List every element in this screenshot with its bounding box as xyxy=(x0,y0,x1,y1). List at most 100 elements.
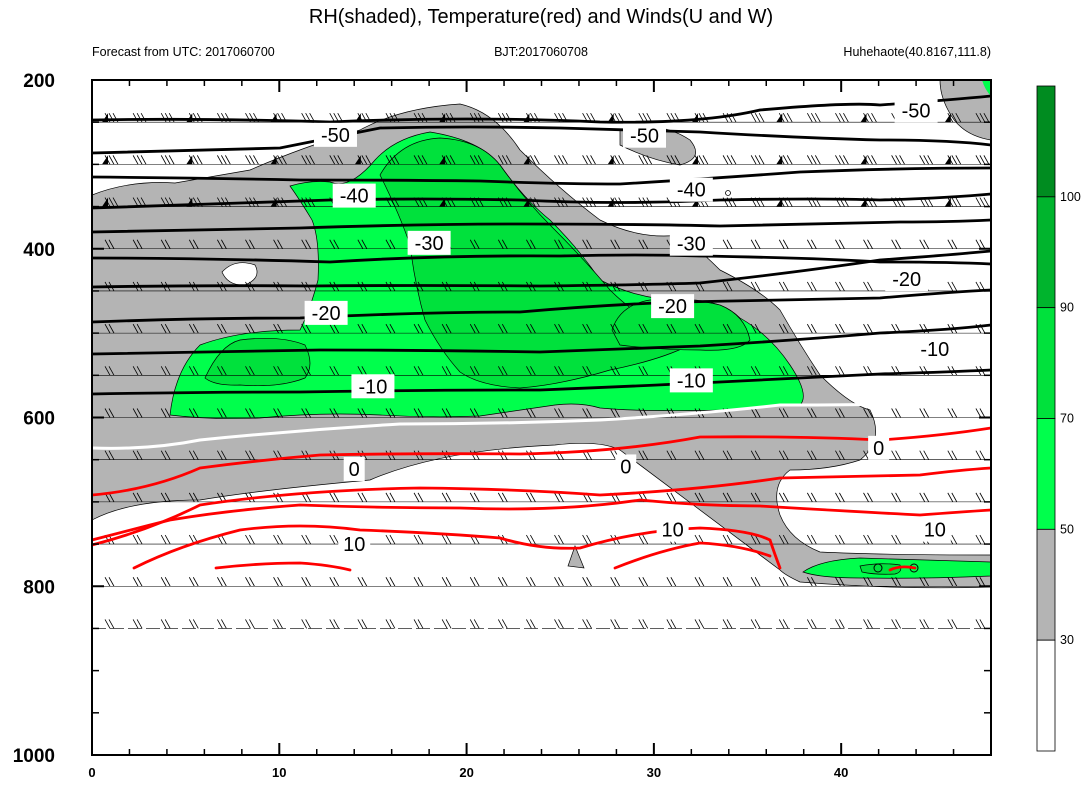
wind-barb xyxy=(385,534,392,545)
wind-barb xyxy=(469,155,476,165)
wind-barb xyxy=(164,619,171,629)
wind-barb xyxy=(951,281,958,292)
wind-barb xyxy=(445,492,452,503)
wind-barb xyxy=(112,155,119,165)
wind-barb xyxy=(104,323,111,334)
wind-barb xyxy=(782,577,789,587)
wind-barb xyxy=(642,323,649,334)
contour-label: 10 xyxy=(343,534,365,556)
wind-barb xyxy=(329,577,336,587)
wind-barb xyxy=(164,112,171,123)
wind-barb xyxy=(421,112,428,123)
wind-barb xyxy=(923,619,930,629)
wind-barb xyxy=(610,112,617,123)
wind-barb xyxy=(895,408,901,418)
wind-barb xyxy=(273,577,279,587)
wind-barb xyxy=(979,112,986,123)
wind-barb xyxy=(273,534,279,545)
contour-label: -30 xyxy=(677,234,706,256)
wind-barb xyxy=(810,155,817,165)
wind-barb xyxy=(132,577,139,587)
contour-label: 10 xyxy=(661,520,683,542)
wind-barb xyxy=(221,408,227,418)
wind-barb xyxy=(947,155,954,165)
wind-barb xyxy=(979,492,986,503)
wind-barb xyxy=(526,239,532,249)
wind-barb xyxy=(638,577,645,587)
wind-barb xyxy=(245,239,251,249)
wind-barb xyxy=(473,239,480,249)
wind-barb xyxy=(417,619,424,629)
wind-barb xyxy=(891,619,897,629)
wind-barb xyxy=(806,408,813,418)
wind-barb xyxy=(754,450,761,460)
wind-barb xyxy=(221,323,227,334)
wind-barb xyxy=(305,408,312,418)
wind-barb xyxy=(839,534,845,545)
wind-barb xyxy=(835,239,841,249)
wind-barb xyxy=(891,492,897,503)
wind-barb xyxy=(108,577,115,587)
wind-barb xyxy=(526,534,532,545)
wind-barb xyxy=(445,450,452,460)
wind-barb xyxy=(919,155,926,165)
contour-label-bg xyxy=(656,517,689,542)
wind-barb xyxy=(867,239,873,249)
wind-barb xyxy=(108,197,115,207)
wind-barb xyxy=(610,408,617,418)
wind-barb xyxy=(554,366,560,376)
wind-barb xyxy=(863,112,869,123)
wind-barb xyxy=(558,492,564,503)
wind-barb xyxy=(245,366,251,376)
wind-barb xyxy=(108,239,115,249)
wind-barb xyxy=(895,492,901,503)
wind-barb xyxy=(329,619,336,629)
wind-barb xyxy=(277,323,283,334)
contour-dot xyxy=(873,563,883,573)
wind-barb xyxy=(104,619,111,629)
contour-label: -40 xyxy=(677,180,706,202)
wind-barb xyxy=(245,408,251,418)
contour-label: -20 xyxy=(892,269,921,291)
wind-barb xyxy=(614,619,621,629)
wind-barb xyxy=(333,155,340,165)
wind-barb xyxy=(554,155,560,165)
wind-barb xyxy=(469,619,476,629)
wind-barb xyxy=(273,492,279,503)
wind-barb xyxy=(192,450,199,460)
wind-barb xyxy=(895,450,901,460)
colorbar-bin xyxy=(1036,85,1056,198)
wind-barb xyxy=(469,366,476,376)
wind-barb xyxy=(871,155,877,165)
wind-barb xyxy=(670,619,677,629)
wind-barb xyxy=(497,155,504,165)
wind-barb xyxy=(899,155,905,165)
wind-barb xyxy=(108,155,115,165)
wind-barb xyxy=(136,450,143,460)
wind-barb xyxy=(638,323,645,334)
wind-barb xyxy=(806,323,813,334)
wind-barb xyxy=(417,534,424,545)
wind-barb xyxy=(192,323,199,334)
wind-barb xyxy=(638,366,645,376)
wind-barb xyxy=(445,366,452,376)
wind-barb xyxy=(526,619,532,629)
wind-barb xyxy=(188,577,195,587)
isotherm-minus10 xyxy=(92,323,991,356)
wind-barb xyxy=(895,534,901,545)
wind-barb xyxy=(501,492,508,503)
wind-barb xyxy=(477,155,484,165)
wind-barb xyxy=(164,408,171,418)
wind-barb xyxy=(273,239,279,249)
wind-barb xyxy=(722,239,729,249)
wind-barb xyxy=(923,450,930,460)
wind-barb xyxy=(750,366,757,376)
isotherm-plus20e xyxy=(888,565,917,572)
wind-barb xyxy=(786,112,793,123)
wind-barb xyxy=(726,366,733,376)
wind-barb xyxy=(164,155,171,165)
wind-barb xyxy=(530,197,536,207)
wind-barb xyxy=(698,492,705,503)
wind-barb xyxy=(839,281,845,292)
wind-barb xyxy=(469,450,476,460)
